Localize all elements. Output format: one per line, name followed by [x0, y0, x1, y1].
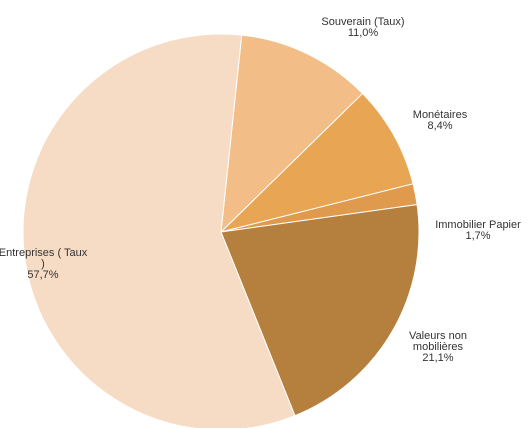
- slice-value-label: 21,1%: [422, 352, 453, 364]
- pie-slice-0[interactable]: [220, 34, 364, 234]
- slice-label-3: Valeurs non mobilières 21,1%: [409, 330, 467, 364]
- slice-value-label: 8,4%: [427, 120, 452, 132]
- slices-layer: [22, 33, 420, 428]
- slice-label-2: Immobilier Papier 1,7%: [435, 219, 521, 242]
- slice-label-4: Entreprises ( Taux) 57,7%: [0, 247, 88, 281]
- slice-name-label: Entreprises ( Taux: [0, 247, 88, 259]
- slice-name-label: Immobilier Papier: [435, 219, 521, 231]
- slice-value-label: 11,0%: [348, 27, 379, 39]
- labels-layer: Souverain (Taux) 11,0% Monétaires 8,4% Immob…: [0, 16, 521, 364]
- pie-slice-3[interactable]: [220, 204, 420, 417]
- slice-label-0: Souverain (Taux) 11,0%: [321, 16, 404, 39]
- slice-name-label: Monétaires: [413, 109, 468, 121]
- slice-value-label: 57,7%: [27, 269, 58, 281]
- slice-value-label: 1,7%: [465, 230, 490, 242]
- pie-slice-1[interactable]: [219, 92, 414, 233]
- slice-label-1: Monétaires 8,4%: [413, 109, 468, 132]
- slice-name-label: Valeurs non: [409, 330, 467, 342]
- slice-name-label: mobilières: [413, 341, 464, 353]
- slice-name-label: ): [41, 258, 45, 270]
- slice-name-label: Souverain (Taux): [321, 16, 404, 28]
